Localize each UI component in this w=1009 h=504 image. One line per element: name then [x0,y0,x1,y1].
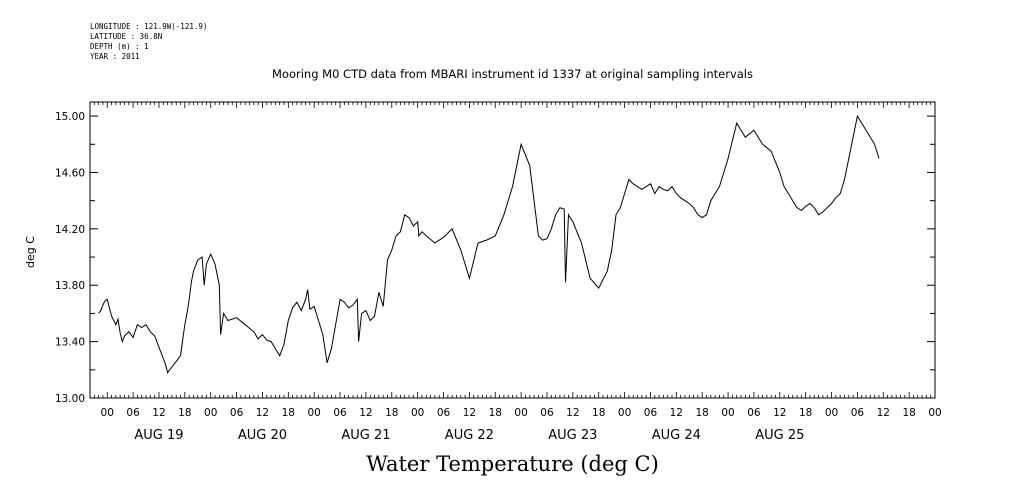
x-hour-label: 06 [230,407,244,419]
x-axis-title: Water Temperature (deg C) [366,452,659,476]
y-tick-label: 13.00 [55,393,85,405]
x-day-label: AUG 25 [755,428,804,443]
x-hour-label: 12 [463,407,476,419]
x-hour-label: 06 [644,407,658,419]
x-hour-label: 00 [721,407,734,419]
x-hour-label: 12 [773,407,786,419]
y-tick-label: 13.80 [55,280,85,292]
x-hour-label: 06 [437,407,451,419]
longitude-label: LONGITUDE : 121.9W(-121.9) [90,22,208,31]
x-hour-label: 06 [747,407,761,419]
x-hour-label: 18 [592,407,605,419]
latitude-label: LATITUDE : 36.8N [90,32,163,41]
x-hour-label: 12 [566,407,579,419]
chart-title: Mooring M0 CTD data from MBARI instrumen… [272,67,753,81]
year-label: YEAR : 2011 [90,52,140,61]
x-day-label: AUG 23 [548,428,597,443]
x-hour-label: 00 [307,407,320,419]
axis-ticks: 13.00 13.40 13.80 14.20 14.60 15.00 00 06 12 18 00… [55,102,942,443]
x-hour-label: 06 [126,407,140,419]
x-hour-label: 00 [411,407,424,419]
x-hour-label: 18 [282,407,295,419]
x-hour-label: 18 [799,407,812,419]
x-hour-label: 12 [359,407,372,419]
x-hour-label: 00 [514,407,527,419]
x-hour-label: 00 [618,407,631,419]
x-hour-label: 00 [825,407,838,419]
metadata-block: LONGITUDE : 121.9W(-121.9) LATITUDE : 36… [90,22,207,62]
x-hour-label: 12 [256,407,269,419]
x-hour-label: 06 [851,407,865,419]
y-axis-label: deg C [24,236,37,268]
x-hour-label: 18 [696,407,709,419]
x-hour-label: 00 [204,407,217,419]
depth-label: DEPTH (m) : 1 [90,42,149,51]
x-hour-label: 00 [101,407,114,419]
x-hour-label: 06 [540,407,554,419]
x-day-label: AUG 22 [445,428,494,443]
x-day-label: AUG 20 [238,428,287,443]
y-tick-label: 14.20 [55,224,85,236]
x-day-label: AUG 19 [134,428,183,443]
x-hour-label: 18 [385,407,398,419]
plot-frame [89,101,936,399]
y-tick-label: 13.40 [55,337,85,349]
plot-axes [89,101,936,399]
y-tick-label: 15.00 [55,111,85,123]
x-day-label: AUG 24 [652,428,701,443]
x-hour-label: 18 [178,407,191,419]
series-group [98,114,880,374]
x-hour-label: 12 [877,407,890,419]
x-day-label: AUG 21 [341,428,390,443]
x-hour-label: 06 [333,407,347,419]
x-hour-label: 12 [670,407,683,419]
y-tick-label: 14.60 [55,167,85,179]
x-hour-label: 18 [489,407,502,419]
water-temperature-line [98,114,880,374]
x-hour-label: 00 [928,407,941,419]
x-hour-label: 18 [902,407,915,419]
x-hour-label: 12 [152,407,165,419]
